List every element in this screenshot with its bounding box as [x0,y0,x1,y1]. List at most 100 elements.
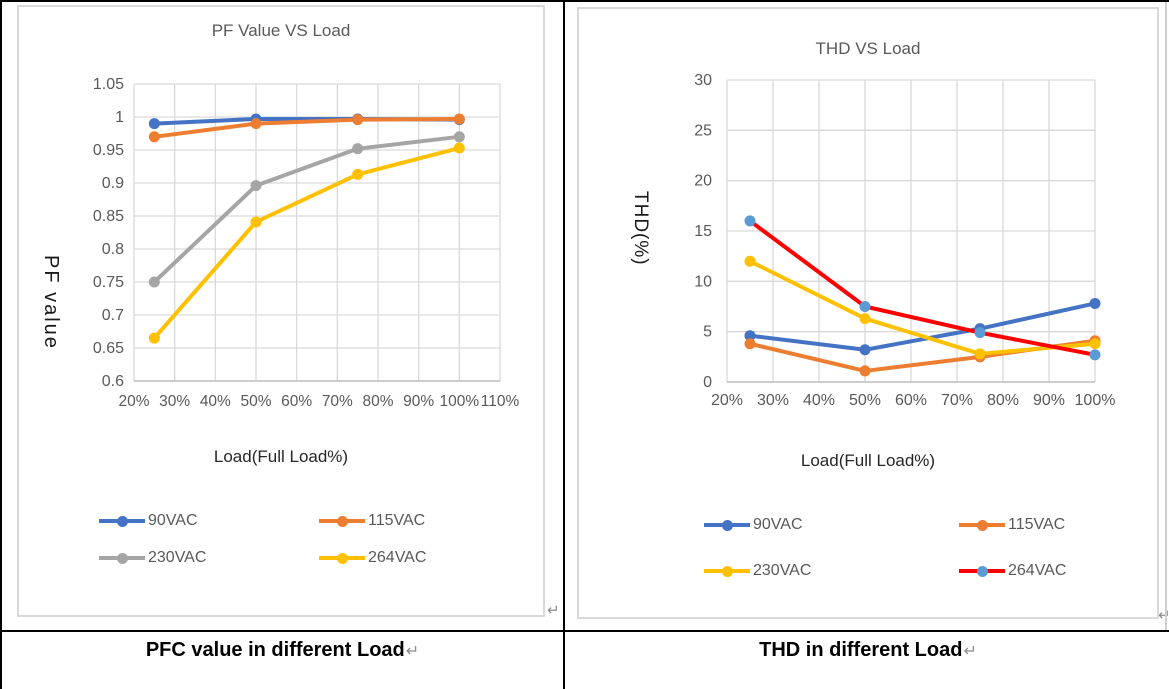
legend-marker-dot [116,515,128,527]
legend-item-264VAC: 264VAC [959,562,1066,580]
legend-marker-dot [336,515,348,527]
data-point-115VAC [352,114,364,126]
data-point-264VAC [859,301,871,312]
x-tick-label: 90% [1033,392,1065,409]
legend-marker-dot [721,565,733,577]
y-axis-title: THD(%) [630,191,651,266]
y-tick-label: 5 [703,324,712,341]
y-tick-label: 0 [703,374,712,391]
x-tick-label: 80% [362,393,393,410]
y-tick-label: 0.65 [93,340,124,357]
y-axis-title: PF value [40,255,62,350]
x-tick-label: 70% [941,392,973,409]
x-tick-label: 50% [849,392,881,409]
y-tick-label: 0.85 [93,208,124,225]
data-point-90VAC [859,344,871,356]
legend-marker-dot [976,565,988,577]
legend-item-90VAC: 90VAC [704,516,803,534]
y-tick-label: 30 [694,72,712,89]
series-line-230VAC [748,259,1097,356]
thd-caption[interactable]: THD in different Load [759,639,963,661]
y-tick-label: 1.05 [93,76,124,93]
x-tick-label: 50% [240,393,271,410]
y-tick-label: 15 [694,223,712,240]
data-point-264VAC [1089,349,1101,361]
data-point-115VAC [453,113,465,125]
line-break-mark: ↵ [963,643,977,660]
legend-label: 90VAC [753,516,803,533]
legend-item-115VAC: 115VAC [959,516,1065,534]
chart-title: PF Value VS Load [211,21,351,40]
data-point-115VAC [859,365,871,377]
y-tick-label: 0.6 [102,373,124,390]
thd-chart[interactable]: THD VS Load THD(%) Load(Full Load%) 20% 3… [577,7,1159,619]
legend-item-264VAC: 264VAC [319,549,426,567]
y-tick-label: 0.95 [93,142,124,159]
series-line-264VAC [152,146,462,341]
thd-caption-cell: THD in different Load↵ [565,632,1169,689]
legend-item-90VAC: 90VAC [99,512,198,530]
legend-label: 264VAC [368,549,427,566]
data-point-115VAC [148,131,160,143]
x-tick-label: 60% [281,393,312,410]
y-tick-label: 10 [694,273,712,290]
table-row-divider [2,630,1169,632]
legend-item-115VAC: 115VAC [319,512,425,530]
line-break-mark: ↵ [1158,606,1169,624]
pf-chart[interactable]: PF Value VS Load PF value Load(Full Load… [17,5,545,617]
legend-marker-dot [976,519,988,531]
data-point-230VAC [148,276,160,288]
x-tick-label: 70% [322,393,353,410]
y-tick-label: 0.75 [93,274,124,291]
chart-title: THD VS Load [815,39,921,58]
series-line-90VAC [748,301,1097,352]
legend-line-swatch [99,552,145,564]
x-tick-label: 80% [987,392,1019,409]
data-point-115VAC [250,118,262,130]
x-tick-label: 60% [895,392,927,409]
legend-label: 90VAC [148,512,198,529]
legend-marker-dot [336,552,348,564]
x-tick-label: 40% [200,393,231,410]
x-tick-label: 40% [803,392,835,409]
legend-line-swatch [704,519,750,531]
legend-line-swatch [704,565,750,577]
line-break-mark: ↵ [405,643,420,660]
x-tick-label: 20% [711,392,743,409]
x-tick-label: 100% [440,393,480,410]
x-tick-label: 30% [757,392,789,409]
data-point-230VAC [859,313,871,325]
data-point-90VAC [1089,297,1101,309]
legend-line-swatch [959,565,1005,577]
y-tick-label: 25 [694,122,712,139]
legend-line-swatch [319,552,365,564]
data-point-264VAC [453,142,465,154]
legend-label: 115VAC [368,512,426,529]
y-tick-label: 0.8 [102,241,124,258]
pf-caption-cell: PFC value in different Load↵ [2,632,563,689]
data-point-230VAC [974,348,986,360]
data-point-90VAC [148,118,160,130]
legend-line-swatch [959,519,1005,531]
line-break-mark: ↵ [547,602,560,619]
y-tick-label: 0.7 [102,307,124,324]
table-right-border [1165,2,1167,632]
data-point-264VAC [148,332,160,344]
data-point-264VAC [352,168,364,180]
data-point-230VAC [1089,338,1101,350]
x-axis-title: Load(Full Load%) [800,451,936,470]
x-axis-title: Load(Full Load%) [213,447,349,466]
series-line-264VAC [748,218,1097,357]
pf-caption[interactable]: PFC value in different Load [145,639,405,661]
legend-label: 230VAC [148,549,207,566]
chart-canvas: 20% 30% 40% 50% 60% 70% 80% 90% 100% 30 25 20 15 10 5 0 [694,72,1115,409]
data-point-115VAC [744,338,756,350]
data-point-230VAC [744,255,756,267]
series-line-115VAC [152,116,462,139]
data-point-230VAC [453,131,465,143]
data-point-264VAC [250,216,262,228]
y-tick-label: 1 [115,109,124,126]
x-tick-label: 30% [159,393,190,410]
data-point-90VAC [744,330,756,342]
